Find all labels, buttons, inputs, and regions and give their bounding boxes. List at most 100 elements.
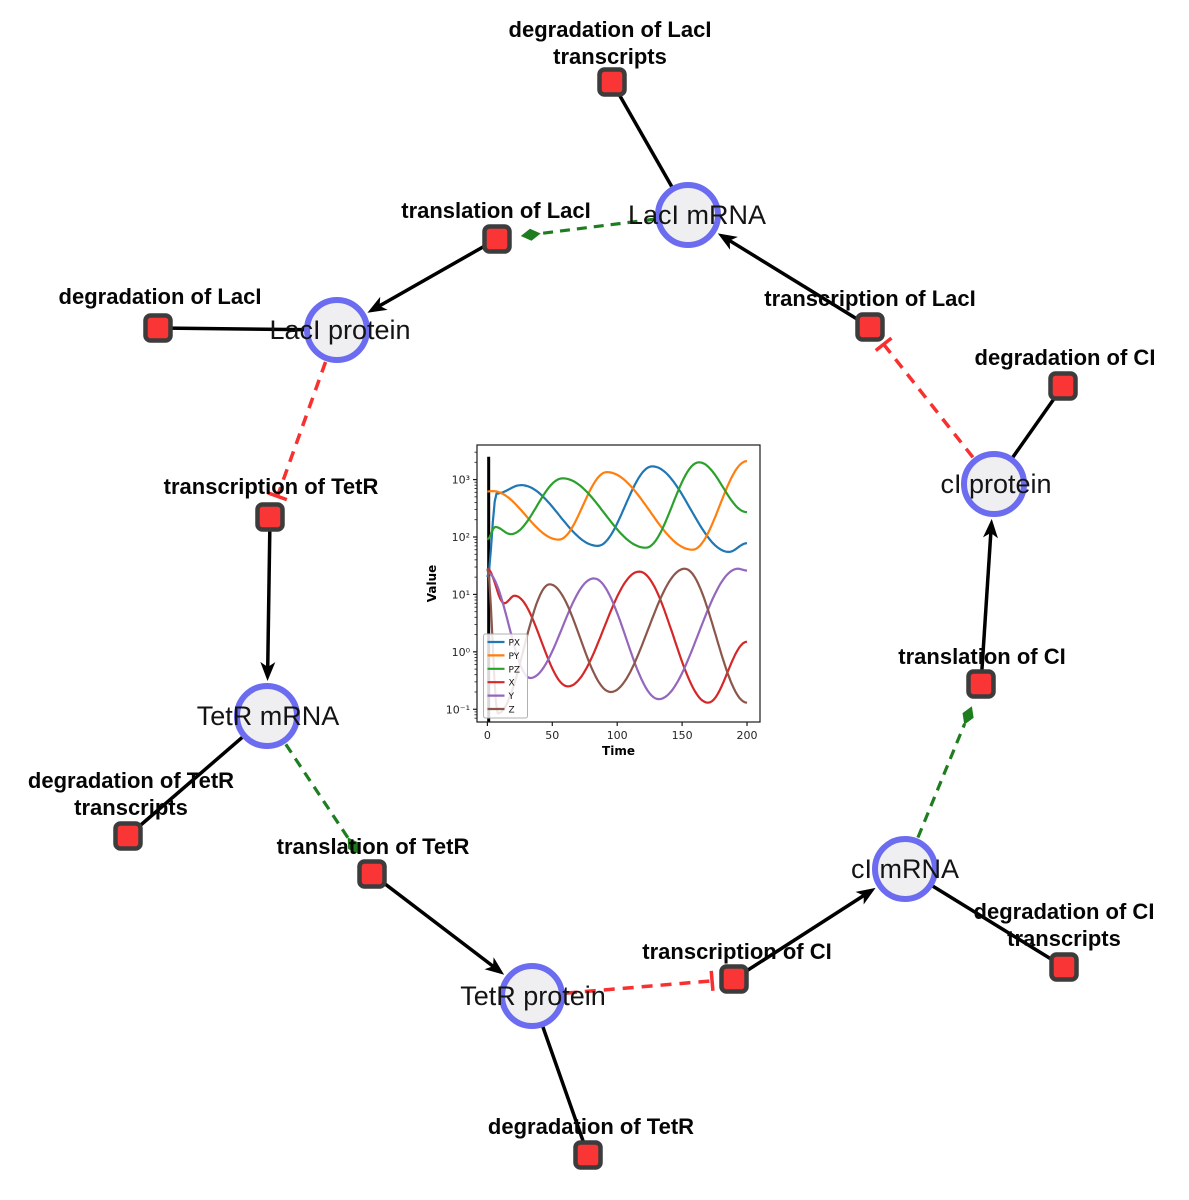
reaction-label-deg_laci_tr: transcripts [553, 44, 667, 69]
series-line-PY [487, 460, 748, 551]
reaction-node-deg_tetr[interactable] [573, 1140, 603, 1170]
diamond-arrowhead-icon [347, 837, 359, 855]
y-tick-label: 10¹ [452, 588, 470, 601]
edge-transl_tetr-tetr_prot[interactable] [370, 872, 505, 975]
reaction-label-transc_tetr: transcription of TetR [164, 474, 379, 499]
reaction-label-deg_laci: degradation of LacI [59, 284, 262, 309]
species-node-laci_prot[interactable] [304, 297, 370, 363]
reaction-label-transl_tetr: translation of TetR [277, 834, 470, 859]
reaction-node-transl_ci[interactable] [966, 669, 996, 699]
x-tick-label: 50 [545, 729, 559, 742]
reaction-node-transc_ci[interactable] [719, 964, 749, 994]
species-node-ci_mrna[interactable] [872, 836, 938, 902]
arrowhead-icon [855, 887, 876, 905]
reaction-node-deg_laci[interactable] [143, 313, 173, 343]
species-label-laci_mrna: LacI mRNA [628, 200, 766, 230]
arrowhead-icon [717, 233, 738, 250]
reaction-label-deg_ci: degradation of CI [975, 345, 1156, 370]
y-tick-label: 10⁻¹ [446, 703, 470, 716]
inhibition-tbar-icon [709, 970, 715, 991]
reaction-label-deg_laci_tr: degradation of LacI [509, 17, 712, 42]
legend-label-Y: Y [508, 692, 515, 702]
edge-line [733, 894, 865, 981]
arrowhead-icon [484, 957, 505, 975]
reaction-node-deg_ci[interactable] [1048, 371, 1078, 401]
y-axis-label: Value [425, 565, 439, 603]
series-line-Y [487, 567, 748, 701]
inhibition-tbar-icon [267, 491, 288, 502]
y-tick-label: 10⁰ [452, 646, 471, 659]
species-label-ci_prot: cI protein [940, 469, 1051, 499]
edge-tetr_prot-transc_ci[interactable] [565, 970, 715, 995]
edge-line [916, 723, 967, 839]
edge-transl_ci-ci_prot[interactable] [979, 518, 998, 685]
y-tick-label: 10² [452, 531, 470, 544]
y-tick-label: 10³ [452, 474, 470, 487]
inset-chart: 0 50 100 150 20010⁻¹10⁰10¹10²10³TimeValuePXP… [425, 444, 761, 758]
axes-frame [476, 444, 761, 723]
inhibition-tbar-icon [874, 336, 893, 352]
reaction-label-deg_tetr: degradation of TetR [488, 1114, 694, 1139]
edge-ci_mrna-transl_ci[interactable] [916, 706, 974, 839]
reaction-label-transl_laci: translation of LacI [401, 198, 590, 223]
species-node-ci_prot[interactable] [961, 451, 1027, 517]
arrowhead-icon [260, 661, 276, 682]
edge-line [378, 237, 498, 308]
edge-laci_prot-transc_tetr[interactable] [267, 361, 328, 502]
edge-line [728, 239, 871, 329]
species-label-tetr_prot: TetR protein [460, 981, 606, 1011]
species-node-tetr_prot[interactable] [499, 963, 565, 1029]
reaction-node-transl_laci[interactable] [482, 224, 512, 254]
edge-tetr_mrna-transl_tetr[interactable] [284, 743, 359, 855]
edge-line [882, 343, 975, 459]
labels-layer: LacI mRNA LacI protein TetR mRNA TetR prote… [28, 17, 1156, 1139]
edge-laci_mrna-transl_laci[interactable] [520, 217, 655, 241]
edge-transc_ci-ci_mrna[interactable] [733, 887, 876, 981]
edge-transc_tetr-tetr_mrna[interactable] [260, 516, 276, 682]
legend-box [483, 633, 528, 719]
arrowhead-icon [983, 518, 998, 539]
reaction-node-transc_tetr[interactable] [255, 502, 285, 532]
edge-line [979, 532, 993, 685]
species-node-laci_mrna[interactable] [655, 182, 721, 248]
reaction-node-deg_tetr_tr[interactable] [113, 821, 143, 851]
edge-line [539, 217, 655, 236]
edge-transl_laci-laci_prot[interactable] [367, 237, 498, 313]
reaction-node-transc_laci[interactable] [855, 312, 885, 342]
chart-legend: PX PY PZ XYZ [483, 633, 528, 719]
nodes-layer [113, 67, 1079, 1170]
edge-line [284, 743, 350, 840]
series-line-X [486, 567, 748, 704]
series-line-PZ [486, 461, 748, 549]
reaction-label-transc_ci: transcription of CI [642, 939, 831, 964]
x-tick-label: 150 [672, 729, 693, 742]
x-tick-label: 100 [607, 729, 628, 742]
series-line-Z [486, 567, 748, 715]
legend-label-PX: PX [509, 639, 521, 649]
legend-label-PZ: PZ [509, 665, 521, 675]
reaction-label-deg_ci_tr: degradation of CI [974, 899, 1155, 924]
reaction-node-transl_tetr[interactable] [357, 859, 387, 889]
diamond-arrowhead-icon [520, 228, 541, 241]
reaction-label-deg_tetr_tr: transcripts [74, 795, 188, 820]
reaction-node-deg_laci_tr[interactable] [597, 67, 627, 97]
reaction-node-deg_ci_tr[interactable] [1049, 952, 1079, 982]
reaction-label-deg_tetr_tr: degradation of TetR [28, 768, 234, 793]
edge-ci_prot-transc_laci[interactable] [874, 336, 975, 459]
legend-label-PY: PY [509, 652, 520, 662]
edge-line [370, 872, 495, 968]
x-tick-label: 0 [484, 729, 491, 742]
species-node-tetr_mrna[interactable] [234, 683, 300, 749]
reaction-label-transl_ci: translation of CI [898, 644, 1065, 669]
series-line-PX [486, 465, 748, 578]
edge-transc_laci-laci_mrna[interactable] [717, 233, 871, 329]
reaction-label-transc_laci: transcription of LacI [764, 286, 975, 311]
edge-line [275, 361, 328, 497]
reaction-label-deg_ci_tr: transcripts [1007, 926, 1121, 951]
legend-label-X: X [509, 679, 515, 689]
diamond-arrowhead-icon [962, 706, 974, 725]
x-tick-label: 200 [737, 729, 758, 742]
species-label-laci_prot: LacI protein [269, 315, 410, 345]
